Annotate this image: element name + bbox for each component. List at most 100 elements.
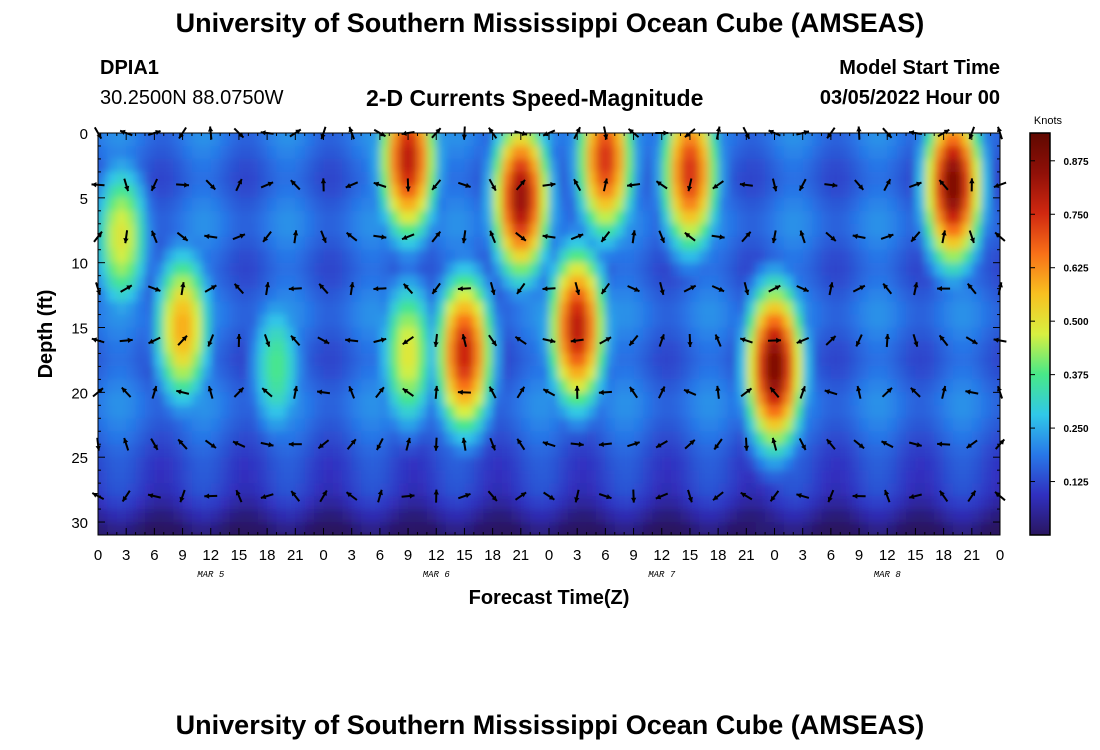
current-vector	[570, 233, 584, 241]
current-vector	[626, 182, 641, 188]
x-tick-label: 0	[319, 547, 327, 564]
current-vector	[233, 387, 245, 398]
current-vector	[375, 386, 385, 399]
current-vector	[713, 438, 723, 451]
current-vector	[771, 178, 778, 192]
current-vector	[489, 282, 496, 296]
model-start-value: 03/05/2022 Hour 00	[819, 87, 1000, 109]
plot-title: 2-D Currents Speed-Magnitude	[366, 85, 704, 111]
current-vector	[457, 492, 471, 500]
current-vector	[658, 333, 665, 347]
current-vector	[883, 178, 892, 192]
current-vector	[457, 389, 471, 395]
current-vector	[768, 284, 781, 293]
current-vector	[264, 282, 270, 296]
current-vector	[598, 389, 612, 396]
current-vector	[631, 230, 637, 244]
current-vector	[373, 234, 387, 240]
colorbar-tick-label: 0.500	[1063, 317, 1088, 328]
current-vector	[123, 230, 129, 244]
current-vector	[232, 233, 246, 241]
current-vector	[683, 284, 697, 293]
current-vector	[148, 336, 161, 345]
current-vector	[910, 231, 921, 243]
current-vector	[574, 282, 581, 296]
current-vector	[288, 441, 302, 447]
current-vector	[880, 233, 894, 240]
current-vector	[769, 386, 780, 398]
x-tick-label: 0	[545, 547, 553, 564]
current-vector	[824, 182, 838, 188]
current-vector	[852, 493, 866, 499]
current-vector	[714, 334, 722, 347]
current-vector	[542, 338, 556, 344]
current-vector	[207, 385, 214, 399]
x-tick-label: 18	[710, 547, 727, 564]
current-vector	[854, 179, 865, 191]
x-tick-label: 9	[855, 547, 863, 564]
current-vector	[941, 230, 947, 244]
current-vector	[771, 437, 778, 451]
current-vector	[969, 178, 975, 192]
current-vector	[881, 440, 894, 449]
current-vector	[176, 389, 190, 395]
current-vector	[629, 386, 639, 399]
current-vector	[461, 333, 467, 348]
current-vector	[574, 385, 580, 399]
current-vector	[627, 441, 641, 448]
current-vector	[938, 334, 949, 347]
current-vector	[912, 334, 919, 347]
colorbar: Knots 0.125 0.250 0.375 0.500 0.625 0.750 0.87…	[1029, 115, 1089, 536]
current-vector	[967, 490, 977, 503]
x-tick-label: 15	[682, 547, 699, 564]
current-vector	[769, 490, 780, 502]
current-vector	[627, 285, 640, 293]
current-vector	[853, 439, 865, 450]
colorbar-tick-label: 0.375	[1063, 371, 1088, 382]
x-tick-label: 21	[287, 547, 304, 564]
current-vector	[123, 437, 130, 451]
current-vector	[345, 231, 358, 242]
current-vector	[884, 489, 891, 503]
x-tick-label: 6	[376, 547, 384, 564]
current-vector	[180, 282, 186, 296]
current-vector	[176, 231, 189, 242]
current-vector	[796, 285, 810, 293]
x-tick-label: 21	[963, 547, 980, 564]
current-vector	[514, 335, 527, 345]
current-vector	[147, 285, 161, 292]
colorbar-bar	[1029, 132, 1051, 536]
current-vector	[687, 489, 693, 503]
current-vector	[260, 493, 274, 500]
current-vector	[235, 489, 243, 503]
current-vector	[488, 334, 498, 347]
current-vector	[658, 386, 666, 399]
current-vector	[405, 178, 411, 192]
date-label: MAR 6	[423, 570, 451, 580]
current-vector	[177, 335, 188, 346]
x-tick-label: 21	[512, 547, 529, 564]
current-vector	[910, 387, 921, 398]
current-vector	[937, 286, 951, 292]
current-vector	[433, 437, 439, 451]
current-vector	[771, 230, 777, 244]
x-tick-label: 9	[404, 547, 412, 564]
current-vector	[740, 387, 753, 398]
current-vector	[346, 438, 357, 450]
current-vector	[712, 491, 724, 501]
current-vector	[908, 493, 922, 500]
current-vector	[402, 387, 414, 397]
x-tick-label: 0	[770, 547, 778, 564]
date-label: MAR 8	[874, 570, 902, 580]
current-vector	[542, 233, 556, 240]
current-vector	[150, 178, 159, 192]
current-vector	[320, 230, 327, 244]
current-vector	[431, 282, 441, 295]
y-tick-label: 20	[71, 385, 88, 402]
current-vector	[319, 489, 328, 503]
model-start-label: Model Start Time	[839, 57, 1000, 79]
current-vector	[965, 389, 979, 395]
current-vector	[516, 386, 526, 399]
current-vector	[232, 440, 246, 448]
current-vector	[799, 230, 806, 244]
